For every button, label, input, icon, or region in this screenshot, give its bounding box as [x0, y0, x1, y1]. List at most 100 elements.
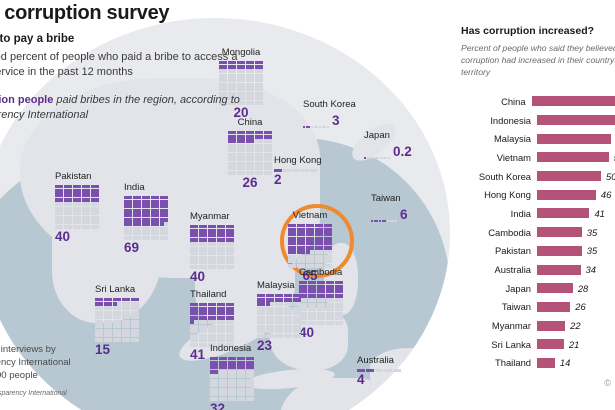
waffle-cell [236, 383, 241, 388]
waffle-cell [95, 310, 99, 315]
waffle-cell [124, 213, 128, 218]
waffle-cell [305, 232, 310, 237]
waffle-cell [216, 324, 221, 329]
waffle-cell [328, 250, 333, 255]
waffle-cell [334, 311, 339, 316]
waffle-cell [325, 293, 330, 298]
waffle-grid [257, 293, 302, 338]
waffle-cell [232, 387, 237, 392]
waffle-cell [223, 73, 228, 78]
waffle-cell [261, 302, 266, 307]
waffle-cell [274, 168, 278, 173]
waffle-cell [95, 319, 99, 324]
waffle-cell [198, 333, 203, 338]
waffle-cell [245, 157, 250, 162]
waffle-cell [210, 378, 214, 383]
bar-country-label: Myanmar [491, 320, 531, 332]
waffle-cell [265, 315, 270, 320]
waffle-cell [103, 319, 108, 324]
waffle-cell [381, 220, 384, 223]
waffle-cell [232, 157, 237, 162]
bar-value-label: 41 [594, 207, 605, 219]
map-marker-south-korea: South Korea 3 [303, 100, 356, 129]
waffle-cell [216, 251, 221, 256]
waffle-cell [232, 383, 237, 388]
waffle-cell [95, 220, 100, 225]
waffle-cell [218, 369, 223, 374]
waffle-cell [316, 302, 321, 307]
waffle-cell [77, 193, 82, 198]
waffle-cell [292, 311, 297, 316]
waffle-cell [230, 237, 235, 242]
waffle-cell [259, 143, 264, 148]
waffle-cell [263, 134, 268, 139]
waffle-cell [245, 369, 250, 374]
waffle-cell [212, 342, 217, 347]
waffle-cell [90, 224, 95, 229]
waffle-cell [339, 302, 344, 307]
map-marker-japan: Japan 0.2 [364, 131, 412, 160]
waffle-cell [223, 78, 228, 83]
waffle-cell [296, 245, 301, 250]
bar-row: India 41 [455, 204, 615, 223]
waffle-cell [218, 383, 223, 388]
waffle-cell [159, 222, 164, 227]
waffle-cell [219, 78, 223, 83]
waffle-cell [198, 228, 203, 233]
marker-country-label: Cambodia [299, 267, 343, 278]
waffle-cell [241, 157, 246, 162]
waffle-cell [316, 289, 321, 294]
bar-country-label: Indonesia [490, 114, 531, 126]
waffle-cell [241, 396, 246, 401]
waffle-cell [164, 222, 169, 227]
waffle-cell [198, 246, 203, 251]
waffle-cell [212, 338, 217, 343]
waffle-cell [307, 316, 312, 321]
waffle-cell [203, 320, 208, 325]
marker-value: 3 [332, 112, 340, 128]
waffle-cell [227, 78, 232, 83]
bar-chart-panel: Has corruption increased? Percent of peo… [455, 0, 615, 410]
waffle-cell [250, 91, 255, 96]
waffle-cell [299, 284, 303, 289]
waffle-cell [384, 220, 387, 223]
waffle-cell [59, 188, 64, 193]
waffle-cell [218, 378, 223, 383]
waffle-cell [257, 293, 261, 298]
bar-row: Malaysia 5 [455, 129, 615, 148]
waffle-cell [250, 157, 255, 162]
waffle-cell [198, 251, 203, 256]
waffle-cell [327, 126, 330, 129]
waffle-cell [259, 152, 264, 157]
waffle-cell [190, 302, 194, 307]
waffle-cell [245, 161, 250, 166]
waffle-cell [328, 223, 333, 228]
waffle-cell [257, 315, 261, 320]
copyright-icon: © [604, 378, 611, 388]
waffle-cell [259, 157, 264, 162]
waffle-cell [198, 324, 203, 329]
waffle-cell [137, 231, 142, 236]
waffle-cell [55, 220, 59, 225]
marker-value: 0.2 [393, 143, 412, 159]
marker-country-label: Malaysia [257, 280, 295, 291]
waffle-cell [236, 396, 241, 401]
waffle-cell [216, 302, 221, 307]
waffle-cell [250, 73, 255, 78]
waffle-cell [210, 383, 214, 388]
waffle-cell [150, 222, 155, 227]
waffle-cell [310, 241, 315, 246]
waffle-cell [310, 223, 315, 228]
marker-value: 65 [302, 267, 318, 283]
waffle-cell [330, 302, 335, 307]
waffle-cell [225, 246, 230, 251]
waffle-cell [236, 374, 241, 379]
waffle-cell [150, 231, 155, 236]
map-marker-sri-lanka: Sri Lanka 15 [95, 285, 140, 357]
waffle-cell [207, 338, 212, 343]
waffle-cell [230, 338, 235, 343]
waffle-cell [210, 356, 214, 361]
waffle-cell [203, 242, 208, 247]
waffle-cell [296, 168, 301, 173]
bar-country-label: Taiwan [501, 301, 531, 313]
